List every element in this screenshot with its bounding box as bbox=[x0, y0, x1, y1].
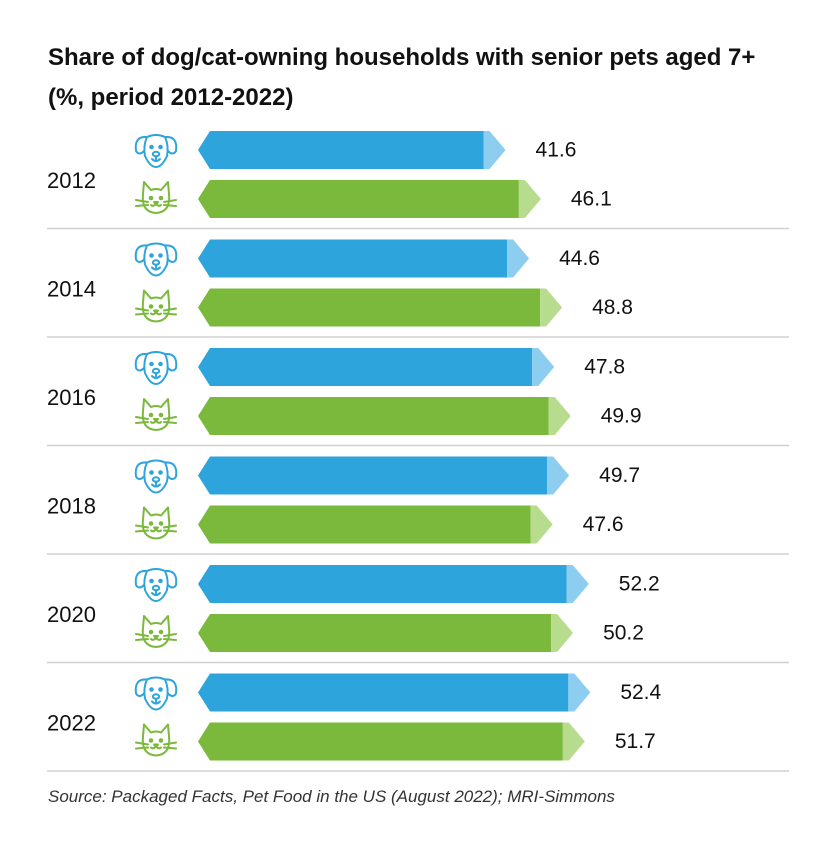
cat-bar bbox=[198, 288, 541, 327]
dog-value-label: 52.2 bbox=[619, 573, 660, 596]
cat-icon bbox=[135, 723, 177, 757]
cat-bar-tip bbox=[540, 288, 563, 327]
dog-icon bbox=[134, 459, 178, 494]
cat-value-label: 51.7 bbox=[615, 730, 656, 753]
dog-value-label: 47.8 bbox=[584, 356, 625, 379]
cat-bar bbox=[198, 505, 531, 544]
cat-value-label: 46.1 bbox=[571, 188, 612, 211]
dog-bar-tip bbox=[547, 456, 570, 495]
dog-bar-tip bbox=[566, 565, 589, 603]
dog-value-label: 49.7 bbox=[599, 464, 640, 487]
cat-bar bbox=[198, 180, 519, 218]
chart-title: Share of dog/cat-owning households with … bbox=[48, 44, 756, 111]
dog-bar bbox=[198, 348, 533, 386]
year-label: 2012 bbox=[47, 168, 96, 193]
cat-icon bbox=[135, 398, 177, 431]
dog-icon bbox=[134, 568, 178, 602]
dog-bar bbox=[198, 673, 569, 712]
dog-bar-tip bbox=[532, 348, 555, 386]
dog-bar bbox=[198, 239, 508, 278]
cat-value-label: 48.8 bbox=[592, 296, 633, 319]
year-label: 2022 bbox=[47, 710, 96, 735]
dog-icon bbox=[134, 242, 178, 277]
year-label: 2020 bbox=[47, 602, 96, 627]
dog-bar-tip bbox=[568, 673, 591, 712]
cat-icon bbox=[135, 181, 177, 214]
cat-bar-tip bbox=[530, 505, 553, 544]
dog-value-label: 41.6 bbox=[536, 139, 577, 162]
cat-icon bbox=[135, 289, 177, 323]
dog-bar bbox=[198, 565, 567, 603]
dog-bar bbox=[198, 456, 548, 495]
dog-value-label: 44.6 bbox=[559, 247, 600, 270]
dog-bar-tip bbox=[483, 131, 506, 169]
dog-icon bbox=[134, 676, 178, 711]
cat-bar-tip bbox=[518, 180, 541, 218]
dog-icon bbox=[134, 134, 178, 168]
cat-value-label: 49.9 bbox=[601, 405, 642, 428]
dog-bar-tip bbox=[507, 239, 530, 278]
cat-value-label: 50.2 bbox=[603, 622, 644, 645]
dog-value-label: 52.4 bbox=[620, 681, 661, 704]
cat-bar bbox=[198, 397, 549, 435]
cat-icon bbox=[135, 615, 177, 648]
dog-bar bbox=[198, 131, 484, 169]
year-label: 2018 bbox=[47, 493, 96, 518]
source-note: Source: Packaged Facts, Pet Food in the … bbox=[48, 787, 615, 806]
cat-icon bbox=[135, 506, 177, 540]
year-label: 2014 bbox=[47, 276, 96, 301]
dog-icon bbox=[134, 351, 178, 385]
cat-bar bbox=[198, 614, 552, 652]
cat-value-label: 47.6 bbox=[583, 513, 624, 536]
cat-bar-tip bbox=[551, 614, 574, 652]
cat-bar-tip bbox=[562, 722, 585, 761]
cat-bar bbox=[198, 722, 563, 761]
cat-bar-tip bbox=[548, 397, 571, 435]
year-label: 2016 bbox=[47, 385, 96, 410]
